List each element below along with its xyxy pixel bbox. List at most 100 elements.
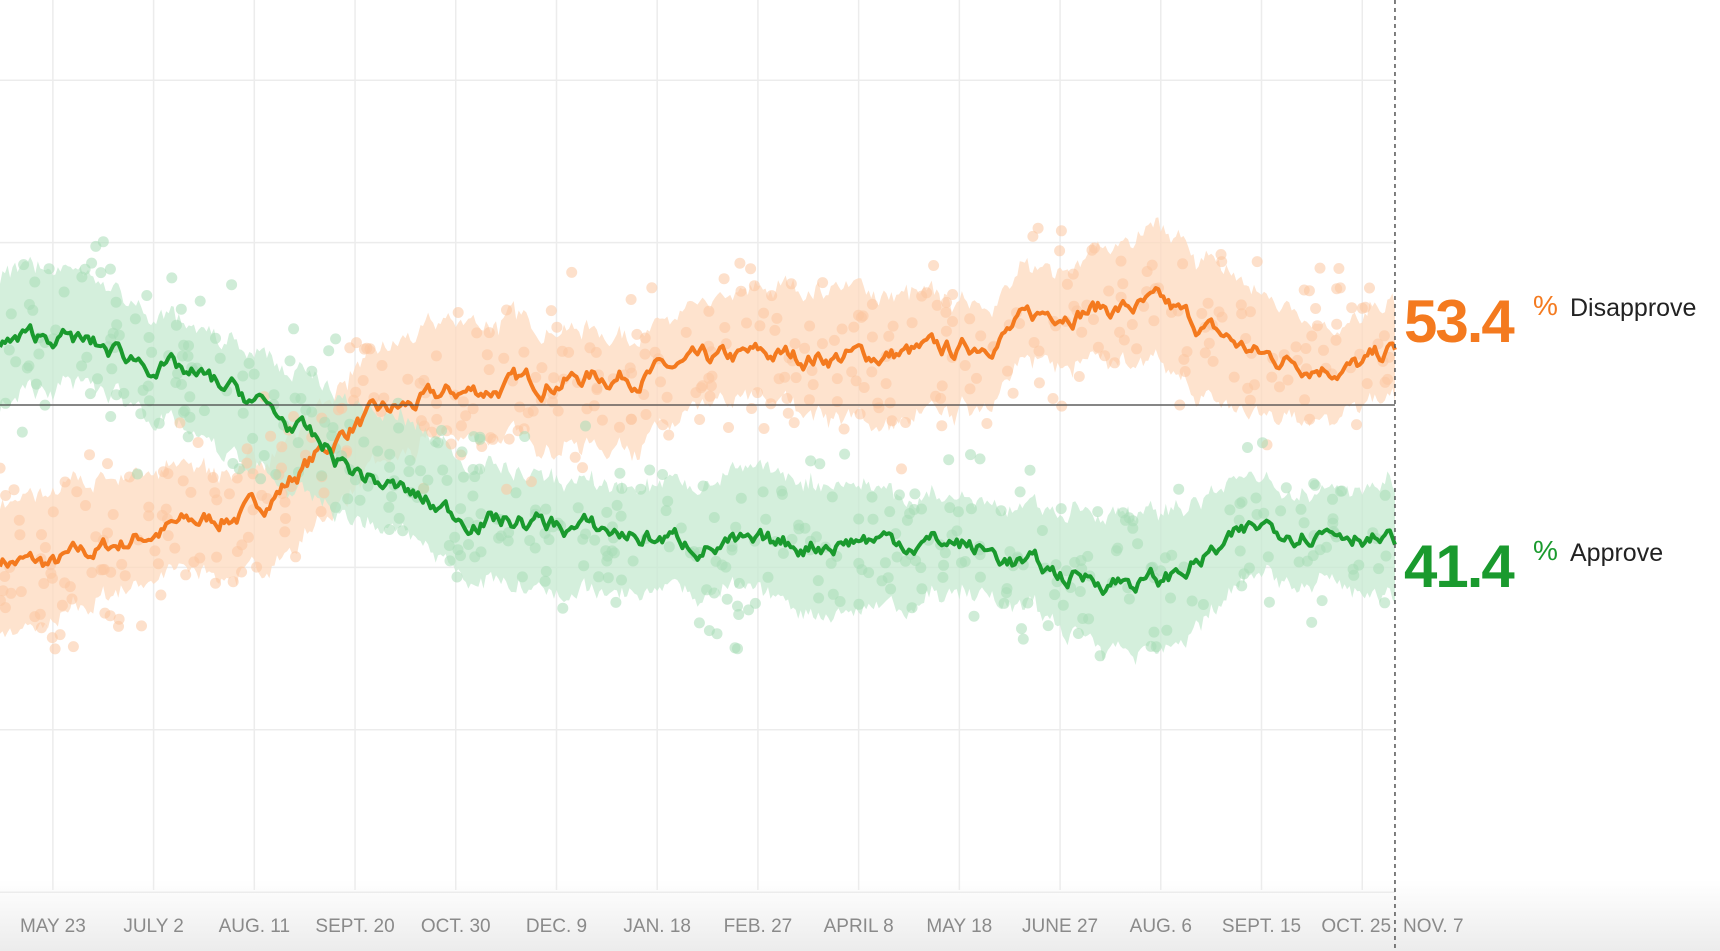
disapprove-poll-dot [663, 429, 675, 441]
disapprove-poll-dot [614, 421, 625, 433]
approve-poll-dot [602, 550, 614, 562]
approve-poll-dot [323, 345, 335, 357]
approve-poll-dot [882, 572, 894, 584]
approve-poll-dot [1057, 599, 1069, 611]
disapprove-poll-dot [350, 337, 362, 349]
approve-poll-dot [289, 392, 301, 404]
approve-poll-dot [1016, 623, 1027, 635]
approve-poll-dot [1132, 538, 1144, 550]
approve-poll-dot [1004, 546, 1016, 558]
approve-poll-dot [284, 355, 296, 367]
disapprove-poll-dot [639, 332, 651, 344]
disapprove-poll-dot [931, 299, 943, 311]
disapprove-poll-dot [1359, 301, 1371, 313]
disapprove-poll-dot [36, 622, 47, 634]
approve-poll-dot [938, 559, 950, 571]
disapprove-poll-dot [1333, 263, 1345, 274]
disapprove-poll-dot [1027, 230, 1039, 242]
approve-percent-sign: % [1533, 535, 1558, 566]
approve-poll-dot [105, 411, 117, 422]
approve-poll-dot [627, 555, 639, 567]
disapprove-poll-dot [639, 348, 651, 360]
approve-poll-dot [1051, 576, 1063, 588]
disapprove-poll-dot [735, 285, 747, 297]
disapprove-poll-dot [831, 373, 843, 385]
disapprove-poll-dot [455, 420, 467, 432]
disapprove-poll-dot [959, 360, 971, 371]
approve-poll-dot [1263, 596, 1275, 608]
approve-poll-dot [1165, 592, 1176, 604]
disapprove-poll-dot [39, 542, 51, 553]
disapprove-poll-dot [741, 317, 752, 329]
disapprove-poll-dot [430, 350, 442, 362]
approve-poll-dot [1148, 626, 1160, 638]
disapprove-poll-dot [1251, 256, 1263, 268]
approve-poll-dot [675, 522, 687, 534]
approve-poll-dot [1348, 569, 1360, 581]
disapprove-poll-dot [625, 294, 637, 305]
approve-poll-dot [1257, 437, 1268, 449]
approve-poll-dot [184, 411, 196, 423]
disapprove-poll-dot [376, 360, 388, 371]
approve-poll-dot [404, 455, 416, 466]
approve-poll-dot [393, 512, 405, 524]
x-tick-label: JUNE 27 [1022, 916, 1098, 937]
approve-poll-dot [1127, 522, 1139, 534]
approve-poll-dot [879, 557, 891, 569]
approve-poll-dot [306, 365, 318, 377]
disapprove-poll-dot [855, 311, 867, 323]
disapprove-poll-dot [854, 408, 866, 420]
disapprove-poll-dot [227, 576, 239, 588]
disapprove-poll-dot [38, 578, 50, 589]
approve-poll-dot [657, 469, 668, 480]
disapprove-poll-dot [318, 487, 330, 499]
disapprove-poll-dot [596, 414, 608, 426]
approve-poll-dot [589, 534, 601, 546]
approve-poll-dot [1280, 482, 1292, 494]
disapprove-poll-dot [631, 328, 643, 340]
approve-poll-dot [475, 546, 487, 558]
disapprove-poll-dot [1290, 341, 1302, 353]
approve-poll-dot [384, 448, 396, 460]
approve-poll-dot [95, 267, 107, 279]
disapprove-poll-dot [782, 407, 794, 419]
x-tick-label: JAN. 18 [623, 916, 691, 937]
approve-poll-dot [386, 491, 398, 503]
disapprove-poll-dot [13, 514, 25, 526]
disapprove-poll-dot [850, 375, 862, 387]
disapprove-poll-dot [1306, 330, 1318, 342]
disapprove-poll-dot [846, 366, 858, 378]
disapprove-poll-dot [431, 397, 442, 409]
approve-poll-dot [615, 510, 627, 522]
disapprove-poll-dot [788, 417, 800, 429]
approve-poll-dot [1233, 514, 1245, 526]
approve-poll-dot [853, 598, 865, 610]
disapprove-poll-dot [706, 370, 718, 382]
disapprove-poll-dot [162, 468, 174, 480]
disapprove-poll-dot [1215, 249, 1227, 260]
approve-poll-dot [182, 431, 194, 443]
disapprove-poll-dot [566, 266, 578, 278]
approve-poll-dot [443, 540, 455, 551]
disapprove-poll-dot [1067, 268, 1079, 280]
disapprove-poll-dot [661, 391, 673, 403]
disapprove-poll-dot [680, 326, 692, 338]
approve-poll-dot [732, 600, 743, 612]
disapprove-poll-dot [838, 423, 850, 435]
disapprove-poll-dot [36, 529, 47, 541]
approve-poll-dot [1055, 503, 1067, 515]
disapprove-poll-dot [185, 486, 197, 498]
approve-poll-dot [1000, 587, 1012, 599]
approve-poll-dot [776, 488, 788, 500]
approve-poll-dot [104, 263, 116, 275]
disapprove-poll-dot [1033, 345, 1045, 357]
disapprove-poll-dot [769, 324, 781, 336]
approve-poll-dot [214, 352, 226, 364]
approve-poll-dot [812, 575, 824, 587]
approve-poll-dot [998, 597, 1010, 609]
disapprove-poll-dot [251, 561, 263, 573]
approve-poll-dot [184, 391, 196, 403]
approve-poll-dot [198, 405, 210, 417]
approve-poll-dot [1092, 506, 1104, 518]
disapprove-poll-dot [936, 380, 948, 392]
